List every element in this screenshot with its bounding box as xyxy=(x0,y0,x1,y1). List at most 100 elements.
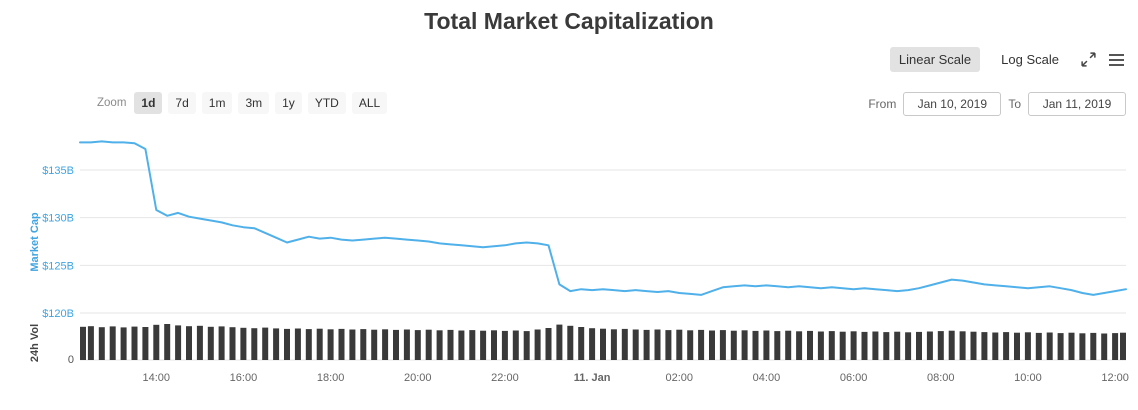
volume-bar xyxy=(828,331,835,360)
zoom-button-3m[interactable]: 3m xyxy=(238,92,270,114)
volume-bar xyxy=(1046,332,1053,360)
volume-bar xyxy=(687,330,694,360)
volume-bar xyxy=(534,329,541,360)
volume-bar xyxy=(545,328,552,360)
volume-bar xyxy=(338,328,345,360)
fullscreen-icon[interactable] xyxy=(1080,51,1097,68)
volume-bar xyxy=(981,332,988,360)
volume-bar xyxy=(382,329,389,360)
volume-bar xyxy=(469,330,476,360)
volume-bar xyxy=(240,327,247,360)
volume-bar xyxy=(262,327,269,360)
volume-bar xyxy=(491,330,497,360)
zoom-label: Zoom xyxy=(97,97,127,109)
volume-bar xyxy=(436,330,443,360)
volume-bar xyxy=(87,326,94,360)
x-axis-tick-label: 22:00 xyxy=(491,372,519,384)
x-axis-tick-label: 06:00 xyxy=(840,372,868,384)
volume-bar xyxy=(251,328,258,360)
volume-bar xyxy=(774,331,781,360)
volume-bar xyxy=(1090,332,1097,360)
volume-bar xyxy=(894,331,901,360)
volume-bar xyxy=(98,327,105,360)
volume-bar xyxy=(959,331,966,360)
volume-bar xyxy=(1003,332,1010,360)
volume-bar xyxy=(1014,332,1020,360)
volume-bar xyxy=(458,330,465,360)
volume-bar xyxy=(730,330,737,360)
volume-bars xyxy=(80,324,1126,360)
volume-bar xyxy=(273,328,280,360)
volume-bar xyxy=(839,331,846,360)
date-range-group: From To xyxy=(868,92,1126,116)
volume-bar xyxy=(643,329,650,360)
x-axis-tick-label: 12:00 xyxy=(1101,372,1129,384)
log-scale-button[interactable]: Log Scale xyxy=(1001,52,1059,67)
y-axis-tick-label: $120B xyxy=(42,308,74,320)
chart-plot-area[interactable] xyxy=(80,133,1126,360)
to-label: To xyxy=(1008,97,1021,111)
volume-axis-tick-label: 0 xyxy=(68,354,74,366)
volume-bar xyxy=(698,329,705,360)
volume-bar xyxy=(567,325,574,360)
scale-controls: Linear Scale Log Scale xyxy=(889,47,1124,72)
x-axis-tick-label: 16:00 xyxy=(230,372,258,384)
to-date-input[interactable] xyxy=(1028,92,1126,116)
volume-bar xyxy=(752,330,759,360)
zoom-group: Zoom 1d 7d 1m 3m 1y YTD ALL xyxy=(97,92,388,114)
x-axis-tick-label: 10:00 xyxy=(1014,372,1042,384)
volume-bar xyxy=(196,325,203,360)
chart-menu-icon[interactable] xyxy=(1109,52,1124,68)
volume-bar xyxy=(371,329,378,360)
y-axis-tick-label: $135B xyxy=(42,165,74,177)
zoom-button-1m[interactable]: 1m xyxy=(201,92,233,114)
volume-bar xyxy=(349,329,356,360)
volume-bar xyxy=(600,328,606,360)
volume-bar xyxy=(719,330,726,360)
volume-bar xyxy=(654,329,661,360)
volume-bar xyxy=(1068,332,1075,360)
volume-bar xyxy=(589,328,596,360)
volume-bar xyxy=(992,332,999,360)
volume-bar xyxy=(153,324,160,360)
volume-bar xyxy=(175,325,182,360)
volume-bar xyxy=(512,330,519,360)
volume-bar xyxy=(926,331,933,360)
zoom-button-1y[interactable]: 1y xyxy=(275,92,302,114)
volume-bar xyxy=(665,330,672,360)
volume-bar xyxy=(741,330,748,360)
volume-bar xyxy=(480,330,487,360)
zoom-button-7d[interactable]: 7d xyxy=(168,92,196,114)
from-date-input[interactable] xyxy=(903,92,1002,116)
volume-bar xyxy=(948,330,955,360)
volume-bar xyxy=(709,330,715,360)
x-axis-tick-label: 20:00 xyxy=(404,372,432,384)
volume-bar xyxy=(1079,333,1086,360)
volume-bar xyxy=(316,328,323,360)
volume-bar xyxy=(763,330,770,360)
volume-bar xyxy=(447,329,454,360)
zoom-button-1d[interactable]: 1d xyxy=(134,92,163,114)
linear-scale-button[interactable]: Linear Scale xyxy=(889,47,981,72)
volume-bar xyxy=(807,330,813,360)
volume-bar xyxy=(785,330,792,360)
volume-bar xyxy=(916,331,922,360)
volume-bar xyxy=(305,329,312,360)
volume-bar xyxy=(621,328,628,360)
volume-bar xyxy=(905,332,912,360)
x-axis-tick-label: 02:00 xyxy=(666,372,694,384)
volume-bar xyxy=(425,329,432,360)
volume-bar xyxy=(207,326,214,360)
zoom-button-all[interactable]: ALL xyxy=(351,92,388,114)
range-selector-row: Zoom 1d 7d 1m 3m 1y YTD ALL From To xyxy=(0,92,1138,118)
volume-axis-title: 24h Vol xyxy=(29,324,41,362)
volume-bar xyxy=(578,327,585,360)
volume-bar xyxy=(229,327,236,360)
volume-bar xyxy=(796,331,803,360)
volume-bar xyxy=(676,329,683,360)
market-cap-chart: $135B $130B $125B $120B 0 Market Cap 24h Vol 14… xyxy=(29,133,1129,384)
zoom-button-ytd[interactable]: YTD xyxy=(307,92,346,114)
volume-bar xyxy=(556,324,563,360)
x-axis-tick-label: 08:00 xyxy=(927,372,955,384)
from-label: From xyxy=(868,97,897,111)
